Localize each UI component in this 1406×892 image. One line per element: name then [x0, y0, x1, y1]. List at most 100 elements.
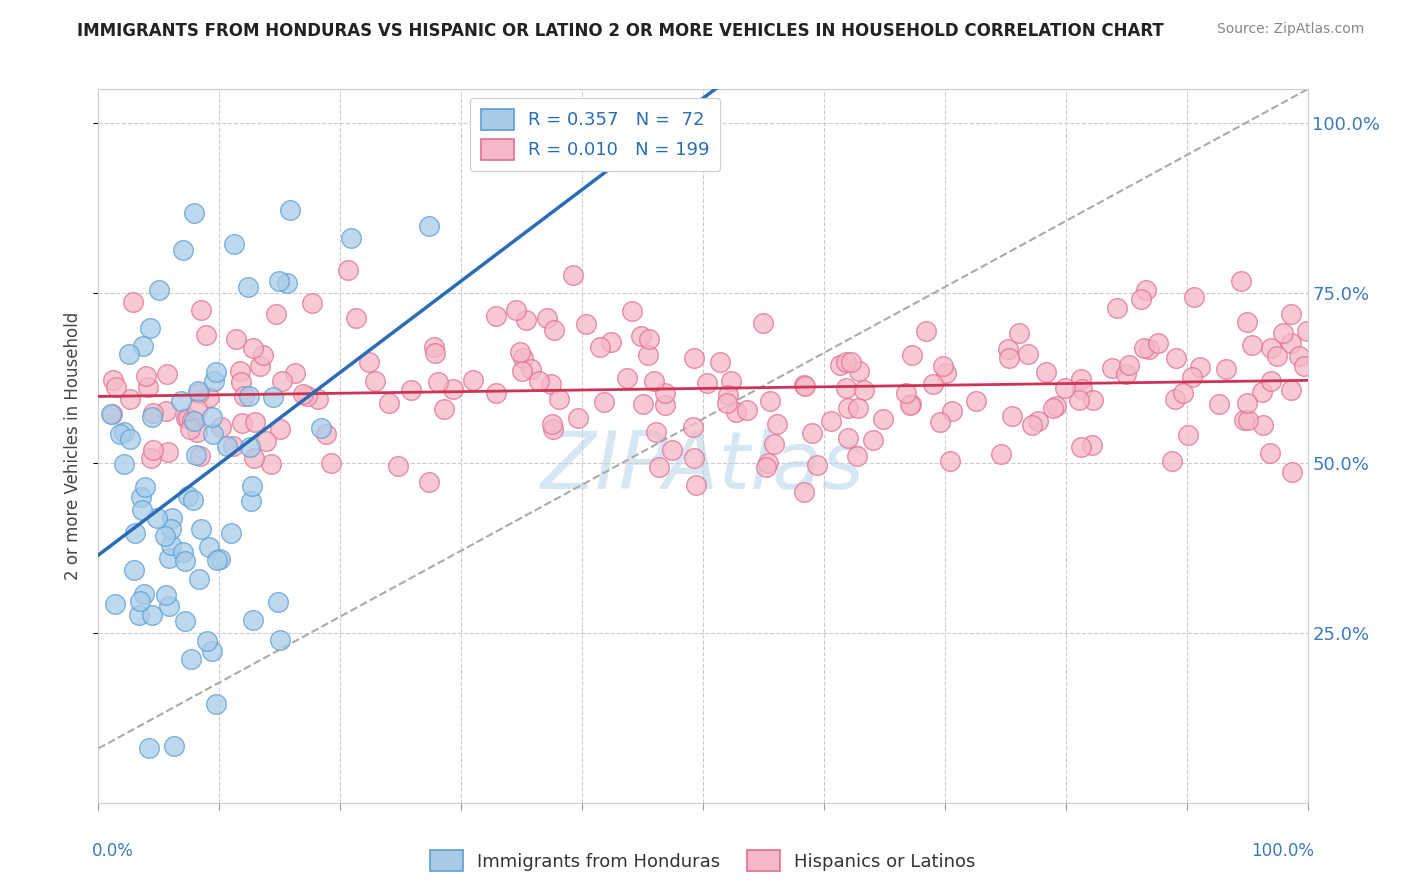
Point — [118, 347, 141, 361]
Point — [105, 380, 128, 394]
Point — [181, 492, 204, 507]
Point — [181, 413, 204, 427]
Point — [155, 588, 177, 602]
Point — [190, 522, 212, 536]
Point — [1250, 385, 1272, 400]
Point — [998, 351, 1021, 366]
Point — [249, 359, 271, 373]
Point — [848, 364, 870, 378]
Point — [1281, 335, 1303, 350]
Point — [1115, 367, 1137, 381]
Point — [536, 311, 558, 326]
Point — [1188, 359, 1211, 374]
Point — [190, 303, 212, 318]
Point — [1288, 349, 1310, 363]
Point — [756, 456, 779, 470]
Point — [183, 206, 205, 220]
Point — [1215, 362, 1237, 376]
Point — [508, 344, 530, 359]
Point — [100, 407, 122, 421]
Point — [648, 459, 671, 474]
Point — [157, 444, 180, 458]
Point — [271, 374, 294, 388]
Point — [418, 475, 440, 489]
Point — [735, 402, 758, 417]
Point — [267, 274, 290, 288]
Point — [543, 422, 565, 436]
Point — [900, 348, 922, 362]
Point — [520, 362, 543, 376]
Point — [1240, 338, 1263, 352]
Point — [683, 351, 706, 366]
Point — [1296, 324, 1319, 338]
Point — [1008, 326, 1031, 340]
Point — [243, 450, 266, 465]
Point — [621, 303, 644, 318]
Point — [142, 443, 165, 458]
Point — [862, 433, 884, 447]
Point — [128, 607, 150, 622]
Point — [793, 378, 815, 392]
Point — [194, 327, 217, 342]
Point — [1233, 412, 1256, 426]
Point — [872, 412, 894, 426]
Point — [928, 416, 950, 430]
Point — [1229, 274, 1251, 288]
Point — [238, 389, 260, 403]
Point — [755, 459, 778, 474]
Point — [1236, 412, 1258, 426]
Point — [224, 237, 246, 252]
Point — [188, 572, 211, 586]
Point — [134, 480, 156, 494]
Point — [315, 427, 337, 442]
Point — [575, 317, 598, 331]
Point — [266, 595, 288, 609]
Point — [1053, 382, 1076, 396]
Point — [644, 425, 666, 439]
Point — [638, 332, 661, 346]
Point — [543, 324, 565, 338]
Point — [242, 341, 264, 355]
Point — [1251, 417, 1274, 432]
Point — [1026, 414, 1049, 428]
Point — [716, 395, 738, 409]
Point — [186, 448, 208, 462]
Point — [540, 376, 562, 391]
Point — [1071, 382, 1094, 396]
Point — [1137, 342, 1160, 356]
Point — [716, 388, 738, 402]
Point — [433, 402, 456, 417]
Point — [1236, 396, 1258, 410]
Point — [201, 410, 224, 425]
Point — [725, 405, 748, 419]
Point — [441, 382, 464, 396]
Point — [141, 608, 163, 623]
Point — [1236, 315, 1258, 329]
Point — [122, 294, 145, 309]
Point — [427, 375, 450, 389]
Point — [131, 490, 153, 504]
Point — [548, 392, 571, 406]
Point — [1260, 446, 1282, 460]
Point — [990, 447, 1012, 461]
Point — [1081, 393, 1104, 408]
Point — [1279, 307, 1302, 321]
Point — [696, 376, 718, 390]
Text: ZIPAtlas: ZIPAtlas — [541, 428, 865, 507]
Point — [180, 652, 202, 666]
Point — [198, 540, 221, 554]
Point — [589, 340, 612, 354]
Point — [163, 739, 186, 754]
Point — [222, 439, 245, 453]
Point — [853, 383, 876, 397]
Point — [295, 389, 318, 403]
Point — [112, 425, 135, 439]
Point — [600, 335, 623, 350]
Point — [1281, 465, 1303, 479]
Point — [155, 368, 177, 382]
Point — [793, 485, 815, 500]
Point — [176, 489, 198, 503]
Point — [540, 417, 562, 431]
Point — [160, 538, 183, 552]
Point — [209, 551, 232, 566]
